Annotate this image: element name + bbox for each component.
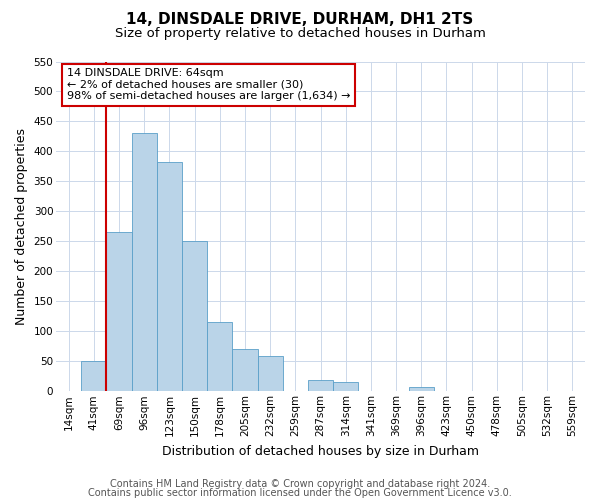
Y-axis label: Number of detached properties: Number of detached properties <box>15 128 28 325</box>
Bar <box>106 232 131 392</box>
Bar <box>157 162 182 392</box>
Bar <box>81 362 106 392</box>
Bar <box>182 242 207 392</box>
Bar <box>257 356 283 392</box>
Bar <box>232 350 257 392</box>
Bar <box>131 134 157 392</box>
Bar <box>207 322 232 392</box>
X-axis label: Distribution of detached houses by size in Durham: Distribution of detached houses by size … <box>162 444 479 458</box>
Text: Size of property relative to detached houses in Durham: Size of property relative to detached ho… <box>115 28 485 40</box>
Bar <box>560 390 585 392</box>
Text: Contains public sector information licensed under the Open Government Licence v3: Contains public sector information licen… <box>88 488 512 498</box>
Bar <box>333 382 358 392</box>
Bar <box>484 390 509 392</box>
Text: 14, DINSDALE DRIVE, DURHAM, DH1 2TS: 14, DINSDALE DRIVE, DURHAM, DH1 2TS <box>127 12 473 28</box>
Bar <box>308 380 333 392</box>
Bar <box>409 387 434 392</box>
Text: 14 DINSDALE DRIVE: 64sqm
← 2% of detached houses are smaller (30)
98% of semi-de: 14 DINSDALE DRIVE: 64sqm ← 2% of detache… <box>67 68 350 102</box>
Text: Contains HM Land Registry data © Crown copyright and database right 2024.: Contains HM Land Registry data © Crown c… <box>110 479 490 489</box>
